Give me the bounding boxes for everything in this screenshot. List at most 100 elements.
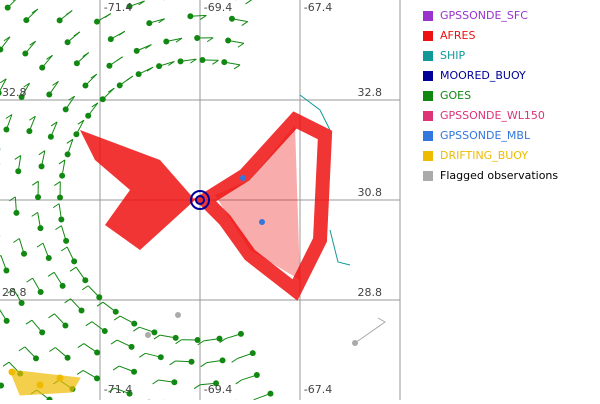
goes-point bbox=[108, 36, 114, 42]
goes-point bbox=[47, 397, 53, 400]
legend-swatch bbox=[423, 171, 433, 181]
goes-barb bbox=[70, 267, 76, 271]
mbl-point bbox=[240, 175, 246, 181]
goes-point bbox=[23, 17, 29, 23]
goes-barb bbox=[54, 182, 60, 186]
goes-point bbox=[59, 173, 65, 179]
goes-point bbox=[220, 357, 226, 363]
ship-barb bbox=[330, 230, 350, 265]
legend-label: GOES bbox=[440, 89, 471, 102]
goes-point bbox=[13, 210, 19, 216]
goes-barb bbox=[114, 316, 120, 320]
goes-point bbox=[131, 369, 137, 375]
goes-point bbox=[238, 331, 244, 337]
goes-point bbox=[48, 134, 54, 140]
goes-point bbox=[131, 321, 137, 327]
goes-point bbox=[136, 71, 142, 77]
goes-barb bbox=[86, 322, 92, 326]
goes-point bbox=[3, 267, 9, 273]
goes-barb bbox=[232, 358, 238, 362]
goes-point bbox=[82, 277, 88, 283]
goes-point bbox=[94, 19, 100, 25]
legend-label: GPSSONDE_WL150 bbox=[440, 109, 545, 122]
goes-barb bbox=[154, 335, 160, 339]
goes-point bbox=[79, 307, 85, 313]
goes-barb bbox=[111, 340, 117, 344]
lat-label: 28.8 bbox=[2, 286, 27, 299]
goes-point bbox=[35, 194, 41, 200]
plot-area bbox=[0, 0, 400, 400]
goes-barb bbox=[27, 278, 33, 282]
goes-barb bbox=[82, 286, 88, 290]
goes-point bbox=[250, 350, 256, 356]
goes-point bbox=[94, 350, 100, 356]
goes-point bbox=[22, 50, 28, 56]
goes-barb bbox=[26, 320, 32, 324]
goes-point bbox=[71, 258, 77, 264]
goes-barb bbox=[139, 353, 145, 357]
goes-barb bbox=[49, 314, 55, 318]
goes-barb bbox=[194, 385, 200, 389]
goes-barb bbox=[37, 243, 43, 247]
goes-point bbox=[62, 322, 68, 328]
legend-label: GPSSONDE_MBL bbox=[440, 129, 531, 142]
goes-barb bbox=[113, 366, 119, 370]
legend-swatch bbox=[423, 111, 433, 121]
goes-barb bbox=[201, 363, 207, 367]
lon-label: -71.4 bbox=[104, 1, 132, 14]
goes-point bbox=[254, 372, 260, 378]
goes-point bbox=[0, 47, 3, 53]
goes-point bbox=[60, 283, 66, 289]
goes-point bbox=[21, 251, 27, 257]
legend-swatch bbox=[423, 151, 433, 161]
lat-label: 32.8 bbox=[2, 86, 27, 99]
goes-point bbox=[171, 379, 177, 385]
goes-barb bbox=[212, 60, 218, 64]
goes-point bbox=[5, 5, 11, 11]
goes-barb bbox=[133, 327, 139, 331]
legend-swatch bbox=[423, 91, 433, 101]
goes-point bbox=[117, 82, 123, 88]
goes-barb bbox=[105, 14, 111, 18]
goes-point bbox=[94, 375, 100, 381]
goes-point bbox=[65, 39, 71, 45]
legend: GPSSONDE_SFCAFRESSHIPMOORED_BUOYGOESGPSS… bbox=[423, 9, 558, 182]
goes-barb bbox=[234, 65, 240, 69]
goes-barb bbox=[32, 181, 38, 185]
legend-label: GPSSONDE_SFC bbox=[440, 9, 528, 22]
lon-label: -69.4 bbox=[204, 1, 232, 14]
goes-barb bbox=[242, 22, 248, 26]
legend-swatch bbox=[423, 131, 433, 141]
goes-point bbox=[82, 82, 88, 88]
goes-point bbox=[189, 359, 195, 365]
goes-barb bbox=[19, 347, 25, 351]
goes-barb bbox=[153, 380, 159, 384]
goes-point bbox=[85, 113, 91, 119]
flagged-point bbox=[145, 332, 151, 338]
goes-point bbox=[0, 383, 4, 389]
goes-point bbox=[65, 355, 71, 361]
goes-point bbox=[221, 59, 227, 65]
goes-point bbox=[39, 163, 45, 169]
goes-barb bbox=[61, 247, 67, 251]
goes-point bbox=[15, 168, 21, 174]
goes-point bbox=[195, 337, 201, 343]
goes-barb bbox=[207, 38, 213, 42]
lon-label: -67.4 bbox=[304, 383, 332, 396]
goes-barb bbox=[119, 31, 125, 35]
goes-point bbox=[73, 131, 79, 137]
lon-label: -71.4 bbox=[104, 383, 132, 396]
lat-label: 28.8 bbox=[358, 286, 383, 299]
goes-point bbox=[151, 329, 157, 335]
mbl-point bbox=[259, 219, 265, 225]
goes-barb bbox=[66, 10, 72, 14]
goes-point bbox=[158, 354, 164, 360]
goes-point bbox=[57, 17, 63, 23]
legend-label: Flagged observations bbox=[440, 169, 558, 182]
goes-barb bbox=[3, 362, 9, 366]
goes-barb bbox=[78, 344, 84, 348]
goes-point bbox=[38, 289, 44, 295]
goes-barb bbox=[127, 76, 133, 80]
goes-barb bbox=[65, 299, 71, 303]
